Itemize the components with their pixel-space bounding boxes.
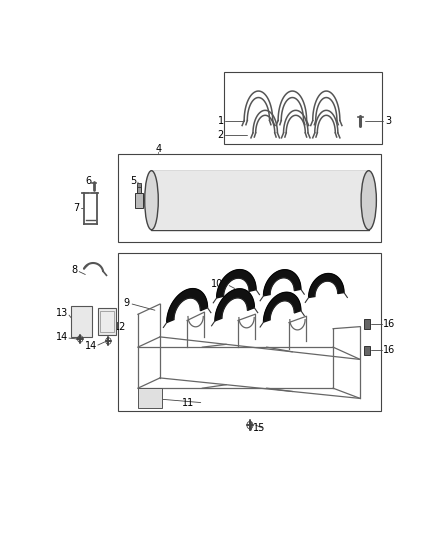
Polygon shape xyxy=(264,270,301,296)
Text: 14: 14 xyxy=(85,341,97,351)
Bar xyxy=(117,253,381,411)
Bar xyxy=(224,72,382,144)
Text: 10: 10 xyxy=(211,279,223,289)
Text: 13: 13 xyxy=(56,309,68,319)
Text: 9: 9 xyxy=(124,298,130,308)
Text: 6: 6 xyxy=(85,176,91,186)
Text: 1: 1 xyxy=(218,116,224,126)
Text: 4: 4 xyxy=(155,144,161,155)
Ellipse shape xyxy=(145,171,158,230)
Bar xyxy=(137,183,141,187)
Text: 16: 16 xyxy=(383,319,396,329)
Bar xyxy=(71,306,92,337)
Text: 7: 7 xyxy=(73,204,79,213)
Bar xyxy=(152,171,369,230)
Polygon shape xyxy=(264,292,301,322)
Bar xyxy=(364,319,371,329)
Text: 3: 3 xyxy=(385,116,391,126)
Bar xyxy=(135,193,143,207)
Bar xyxy=(117,154,381,243)
Ellipse shape xyxy=(361,171,376,230)
Text: 5: 5 xyxy=(131,176,137,186)
Text: 16: 16 xyxy=(383,345,396,356)
Text: 12: 12 xyxy=(114,321,127,332)
Polygon shape xyxy=(167,289,208,322)
Text: 14: 14 xyxy=(56,332,68,342)
Text: 11: 11 xyxy=(182,398,194,408)
Polygon shape xyxy=(217,270,256,298)
Polygon shape xyxy=(215,289,254,321)
Text: 15: 15 xyxy=(253,423,265,433)
Bar xyxy=(364,345,371,356)
Text: 8: 8 xyxy=(71,265,78,276)
Bar xyxy=(138,388,162,408)
Bar xyxy=(100,311,114,333)
Bar xyxy=(137,185,141,193)
Bar xyxy=(98,308,116,335)
Polygon shape xyxy=(309,273,344,297)
Text: 2: 2 xyxy=(218,130,224,140)
